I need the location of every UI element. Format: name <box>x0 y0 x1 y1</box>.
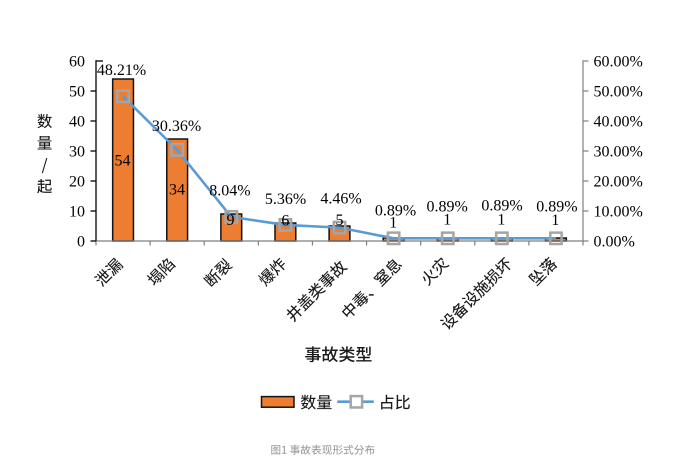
svg-text:10.00%: 10.00% <box>594 203 643 220</box>
svg-text:0.89%: 0.89% <box>536 198 577 215</box>
svg-text:5: 5 <box>336 212 344 229</box>
svg-text:1: 1 <box>389 214 397 231</box>
svg-text:40: 40 <box>69 113 85 130</box>
svg-text:60: 60 <box>69 53 85 70</box>
svg-text:40.00%: 40.00% <box>594 113 643 130</box>
svg-text:50.00%: 50.00% <box>594 83 643 100</box>
svg-text:10: 10 <box>69 203 85 220</box>
svg-text:30: 30 <box>69 143 85 160</box>
svg-text:6: 6 <box>281 212 289 229</box>
svg-text:60.00%: 60.00% <box>594 53 643 70</box>
svg-text:20: 20 <box>69 173 85 190</box>
svg-text:5.36%: 5.36% <box>265 191 306 208</box>
svg-text:0.00%: 0.00% <box>594 233 635 250</box>
svg-text:1: 1 <box>443 211 451 228</box>
svg-text:34: 34 <box>169 182 185 199</box>
svg-text:54: 54 <box>115 152 131 169</box>
svg-text:9: 9 <box>227 212 235 229</box>
svg-text:20.00%: 20.00% <box>594 173 643 190</box>
svg-text:1: 1 <box>497 211 505 228</box>
svg-text:0.89%: 0.89% <box>375 202 416 219</box>
svg-text:1: 1 <box>551 212 559 229</box>
svg-text:0.89%: 0.89% <box>481 197 522 214</box>
svg-text:48.21%: 48.21% <box>97 62 146 79</box>
svg-text:0: 0 <box>77 233 85 250</box>
svg-text:30.36%: 30.36% <box>152 118 201 135</box>
svg-text:30.00%: 30.00% <box>594 143 643 160</box>
svg-text:8.04%: 8.04% <box>209 183 250 200</box>
svg-text:50: 50 <box>69 83 85 100</box>
svg-text:0.89%: 0.89% <box>427 198 468 215</box>
svg-text:4.46%: 4.46% <box>320 191 361 208</box>
